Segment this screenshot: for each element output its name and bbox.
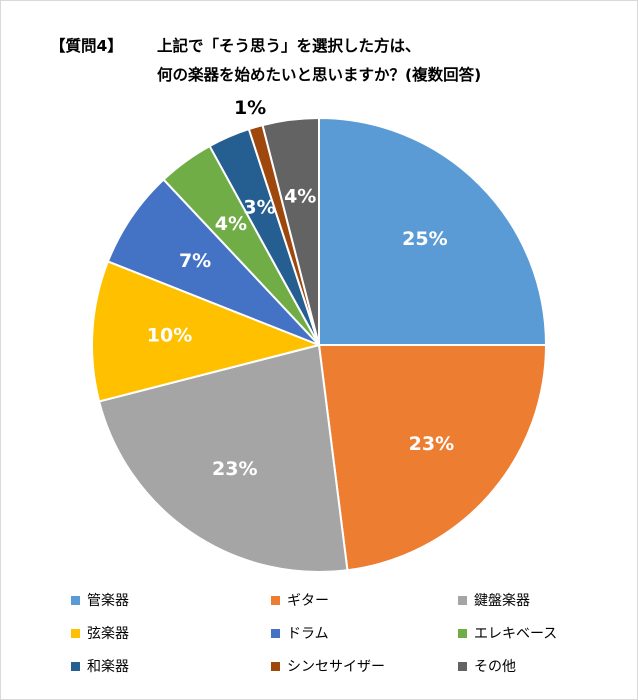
legend-label: 弦楽器 [87,626,129,642]
legend-swatch [71,595,80,605]
legend-swatch [458,595,467,605]
pie-slice-2 [318,344,547,572]
legend-swatch [271,628,280,638]
pie-data-label-3: 23% [212,458,257,480]
pie-slice-1 [318,117,547,346]
legend-item: エレキベース [458,623,557,643]
legend-label: ドラム [287,626,329,642]
legend-label: その他 [474,659,516,675]
legend-label: シンセサイザー [287,659,385,675]
title-line-2: 何の楽器を始めたいと思いますか？(複数回答) [157,66,482,84]
pie-data-label-8: 1% [234,97,266,119]
title-line-1: 上記で「そう思う」を選択した方は、 [157,37,421,55]
legend-label: 鍵盤楽器 [474,593,530,609]
legend-item: 管楽器 [71,590,129,610]
legend-label: ギター [287,593,329,609]
legend-item: 和楽器 [71,656,129,676]
legend-item: 鍵盤楽器 [458,590,530,610]
legend-label: 管楽器 [87,593,129,609]
legend-swatch [71,628,80,638]
legend-item: ドラム [271,623,329,643]
pie-data-label-1: 25% [402,228,447,250]
pie-data-label-5: 7% [179,250,211,272]
pie-data-label-4: 10% [147,325,192,347]
pie-data-label-2: 23% [409,433,454,455]
legend-swatch [458,661,467,671]
legend-label: エレキベース [474,626,558,642]
legend-swatch [271,595,280,605]
pie-data-label-7: 3% [243,197,275,219]
pie-slice-3 [98,344,349,573]
legend-item: シンセサイザー [271,656,385,676]
pie-data-label-9: 4% [284,185,316,207]
pie-slice-4 [91,260,320,403]
legend-item: その他 [458,656,516,676]
legend-item: ギター [271,590,329,610]
pie-data-label-6: 4% [215,213,247,235]
legend-label: 和楽器 [87,659,129,675]
pie-slice-9 [261,117,320,346]
question-tag: 【質問4】 [50,37,123,55]
legend-item: 弦楽器 [71,623,129,643]
legend-swatch [458,628,467,638]
legend-swatch [71,661,80,671]
legend-swatch [271,661,280,671]
